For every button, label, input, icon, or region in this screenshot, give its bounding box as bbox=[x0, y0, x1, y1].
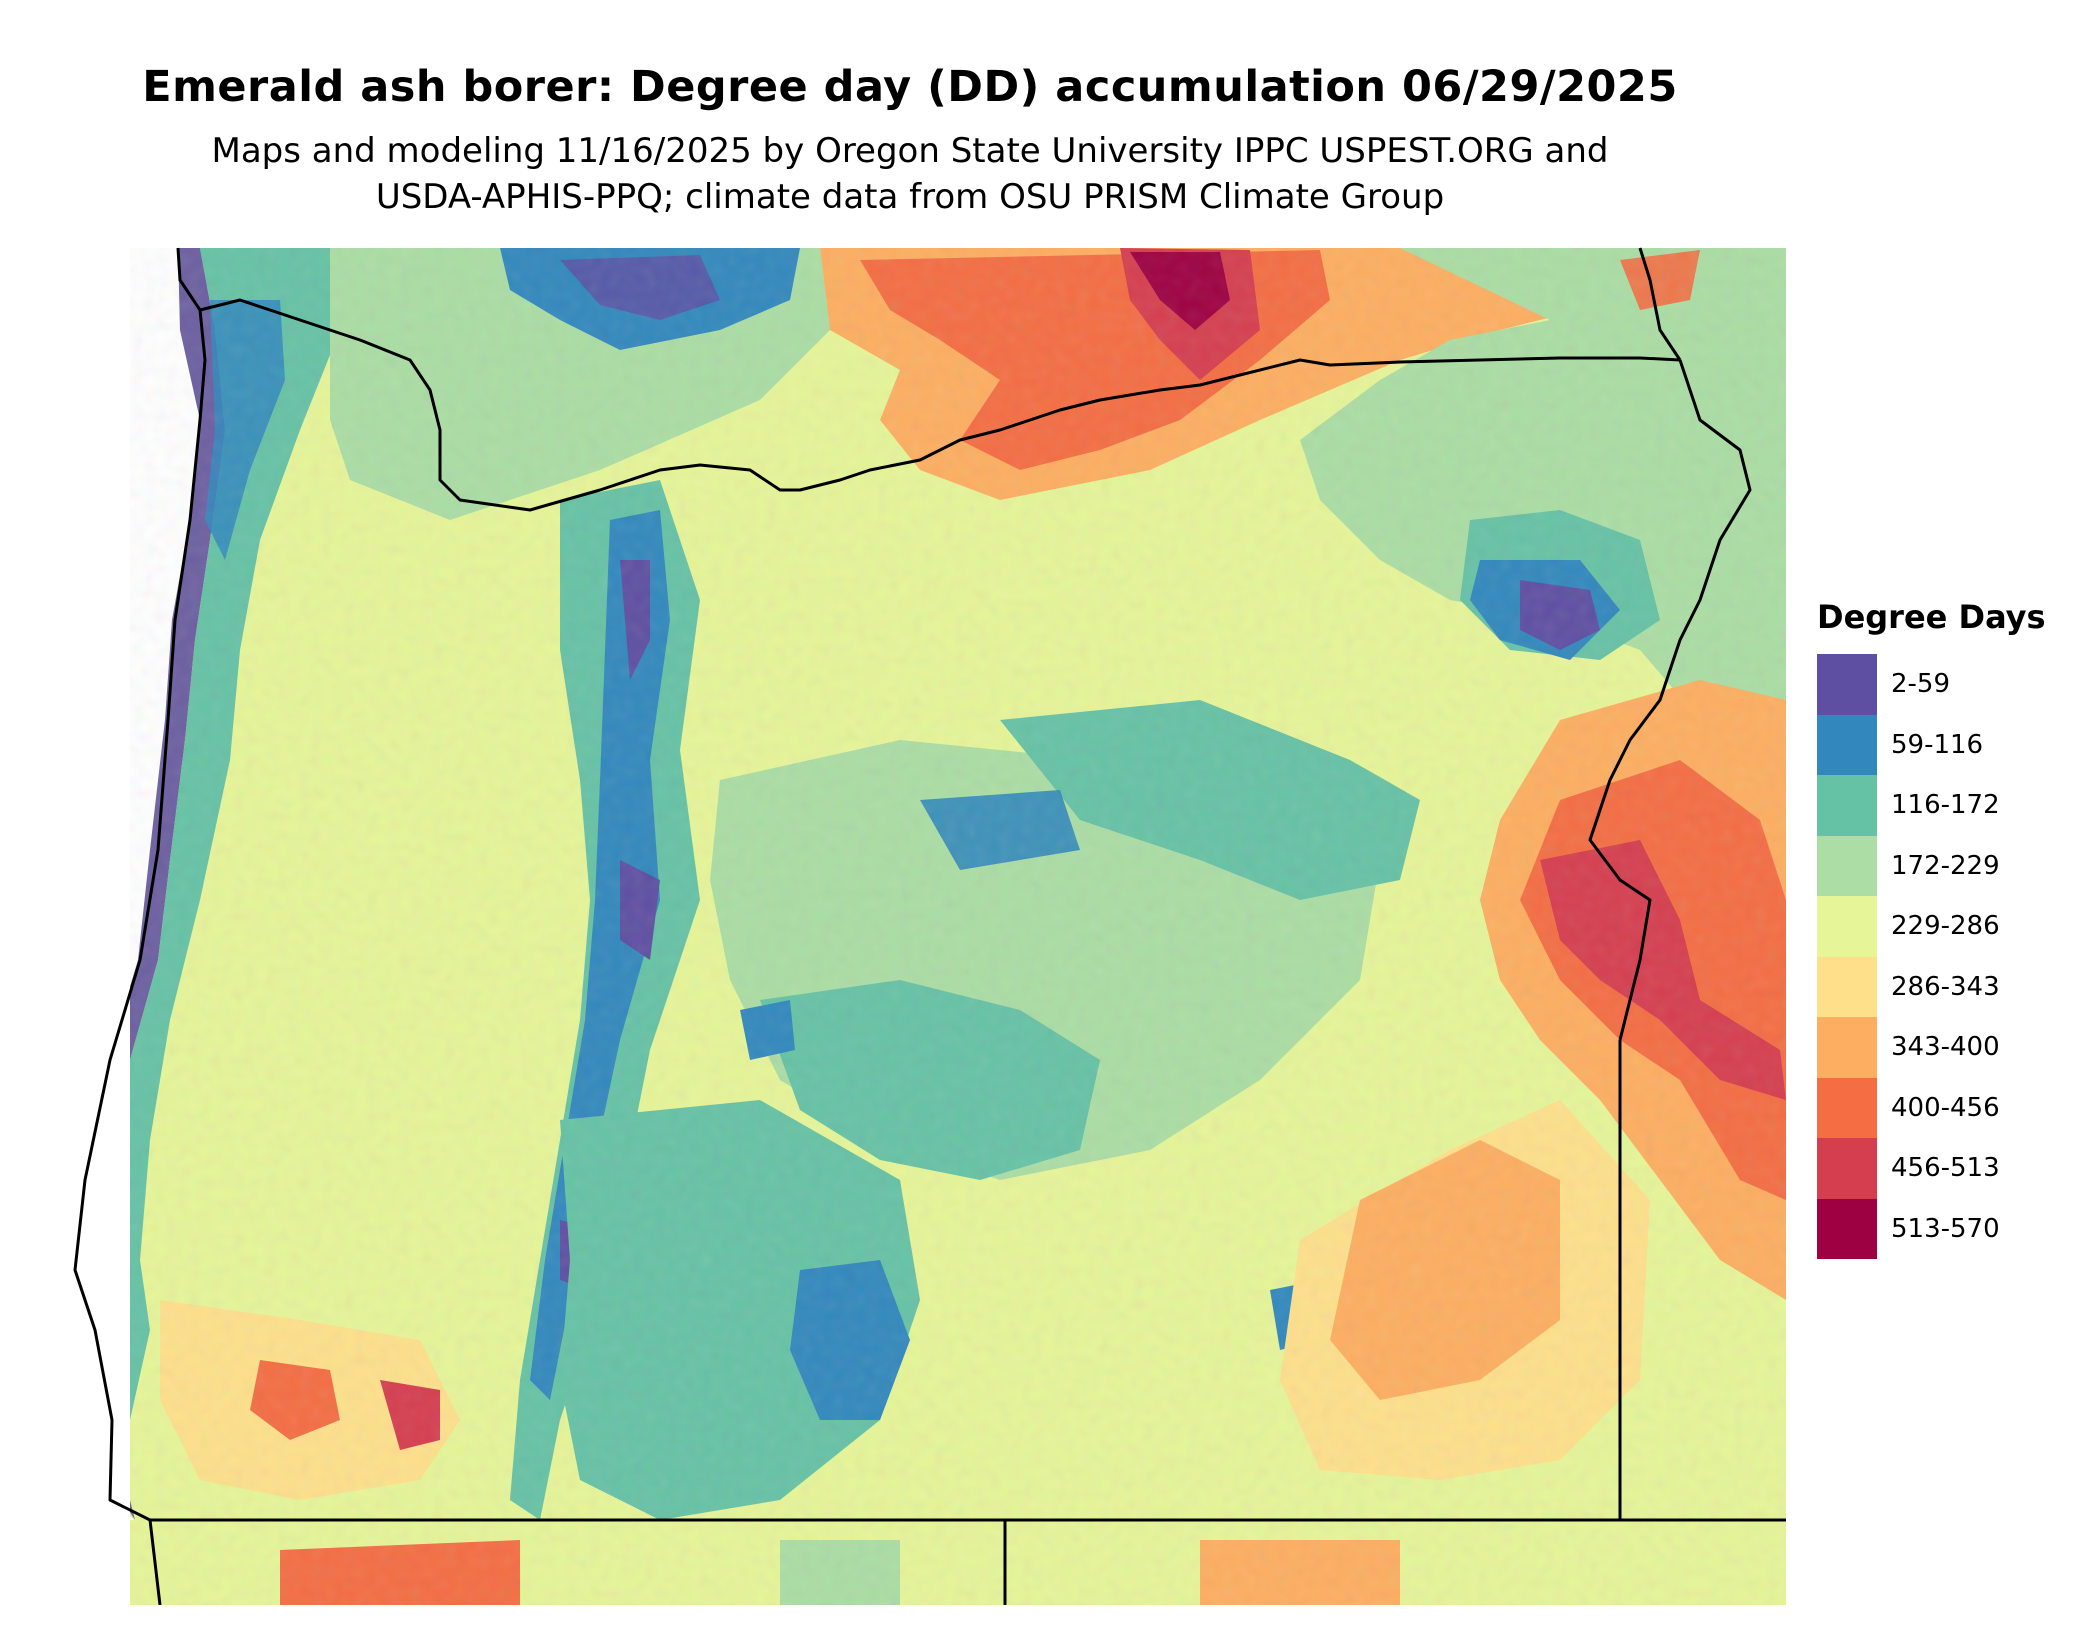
legend-swatch bbox=[1817, 896, 1877, 957]
legend-title: Degree Days bbox=[1817, 598, 2046, 636]
state-boundaries bbox=[73, 247, 1786, 1606]
wa-id-boundary bbox=[1638, 247, 1682, 361]
legend-label: 229-286 bbox=[1891, 911, 2000, 942]
legend-swatch bbox=[1817, 714, 1877, 775]
legend-swatch bbox=[1817, 1077, 1877, 1138]
legend-label: 513-570 bbox=[1891, 1213, 2000, 1244]
legend-swatch bbox=[1817, 835, 1877, 896]
legend-label: 59-116 bbox=[1891, 729, 1984, 760]
legend-swatch bbox=[1817, 1198, 1877, 1259]
subtitle-line-1: Maps and modeling 11/16/2025 by Oregon S… bbox=[211, 131, 1609, 171]
columbia-river-boundary bbox=[199, 298, 1681, 512]
legend-item: 456-513 bbox=[1817, 1138, 2046, 1199]
legend-swatch bbox=[1817, 1017, 1877, 1078]
legend-items: 2-59 59-116 116-172 172-229 229-286 286-343 34… bbox=[1817, 654, 2046, 1259]
subtitle-line-2: USDA-APHIS-PPQ; climate data from OSU PR… bbox=[375, 177, 1445, 217]
legend-label: 172-229 bbox=[1891, 850, 2000, 881]
degree-day-raster bbox=[130, 248, 1786, 1605]
legend-item: 59-116 bbox=[1817, 714, 2046, 775]
legend-label: 116-172 bbox=[1891, 790, 2000, 821]
legend-swatch bbox=[1817, 1138, 1877, 1199]
legend-item: 400-456 bbox=[1817, 1077, 2046, 1138]
legend-label: 400-456 bbox=[1891, 1092, 2000, 1123]
legend-item: 172-229 bbox=[1817, 835, 2046, 896]
legend: Degree Days 2-59 59-116 116-172 172-229 229-… bbox=[1817, 598, 2046, 1259]
legend-label: 456-513 bbox=[1891, 1153, 2000, 1184]
legend-swatch bbox=[1817, 956, 1877, 1017]
snake-river-boundary bbox=[1588, 359, 1752, 1041]
legend-item: 229-286 bbox=[1817, 896, 2046, 957]
raster-texture bbox=[130, 248, 1786, 1605]
map-subtitle: Maps and modeling 11/16/2025 by Oregon S… bbox=[0, 128, 1820, 220]
legend-label: 2-59 bbox=[1891, 669, 1951, 700]
legend-swatch bbox=[1817, 775, 1877, 836]
legend-item: 2-59 bbox=[1817, 654, 2046, 715]
legend-item: 286-343 bbox=[1817, 956, 2046, 1017]
legend-item: 116-172 bbox=[1817, 775, 2046, 836]
coastline bbox=[73, 247, 207, 1606]
legend-item: 513-570 bbox=[1817, 1198, 2046, 1259]
legend-label: 286-343 bbox=[1891, 971, 2000, 1002]
legend-label: 343-400 bbox=[1891, 1032, 2000, 1063]
legend-item: 343-400 bbox=[1817, 1017, 2046, 1078]
legend-swatch bbox=[1817, 654, 1877, 715]
map-title: Emerald ash borer: Degree day (DD) accum… bbox=[142, 62, 1678, 112]
